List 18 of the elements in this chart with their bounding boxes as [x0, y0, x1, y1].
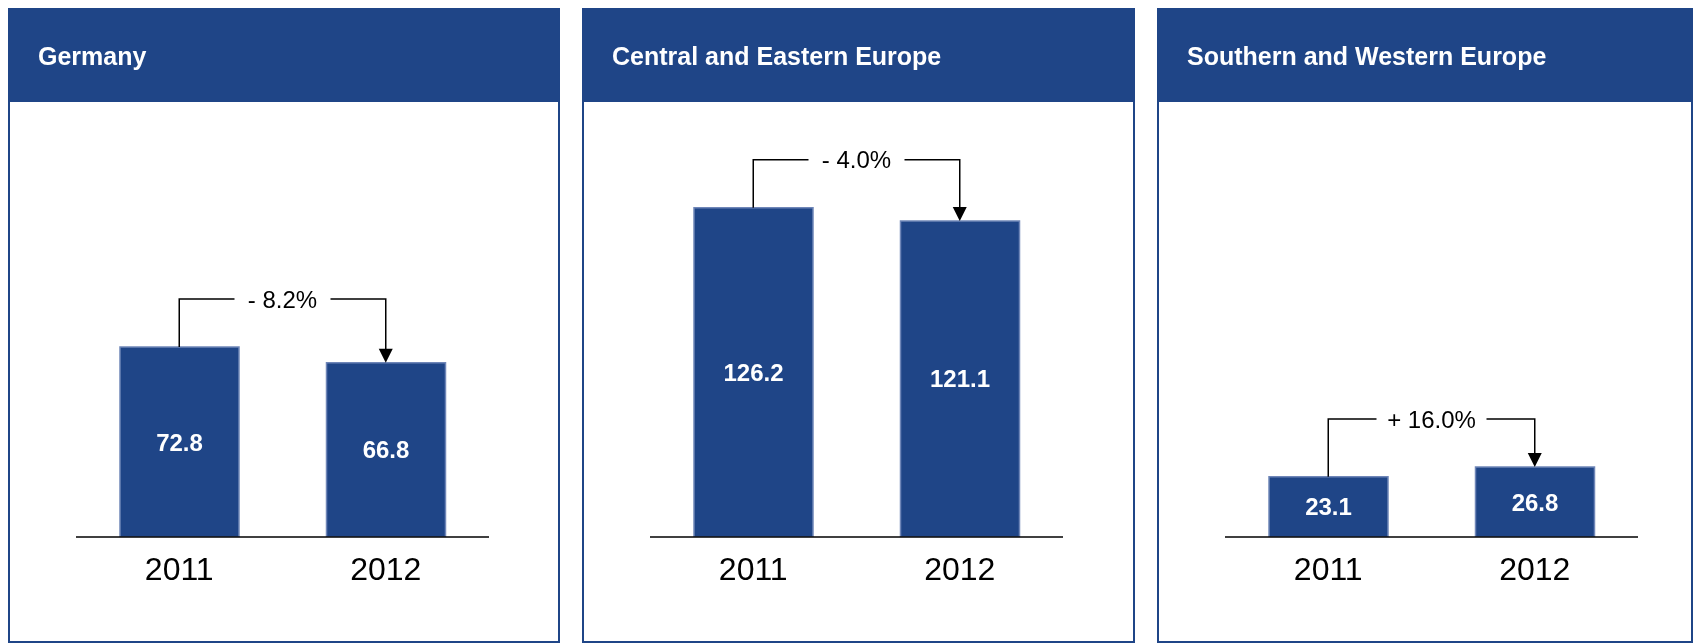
- x-tick-label: 2011: [144, 550, 214, 587]
- text: + 16.0%: [1387, 405, 1476, 433]
- chart-title: Germany: [10, 10, 558, 102]
- x-tick-label: 2012: [924, 550, 996, 587]
- data-label: 66.8: [362, 436, 410, 464]
- x-tick-label: 2012: [1499, 550, 1571, 587]
- data-label: 121.1: [929, 365, 991, 393]
- x-tick-label: 2011: [1293, 550, 1363, 587]
- data-label: 23.1: [1305, 493, 1352, 521]
- data-label: 72.8: [156, 428, 203, 456]
- x-tick-label: 2012: [350, 550, 422, 587]
- x-tick-label: 2011: [718, 550, 788, 587]
- text: - 8.2%: [247, 285, 318, 313]
- data-label: 26.8: [1511, 488, 1559, 516]
- chart-title: Central and Eastern Europe: [584, 10, 1133, 102]
- data-label: 126.2: [723, 358, 784, 386]
- text: - 4.0%: [821, 146, 892, 174]
- chart-title: Southern and Western Europe: [1159, 10, 1691, 102]
